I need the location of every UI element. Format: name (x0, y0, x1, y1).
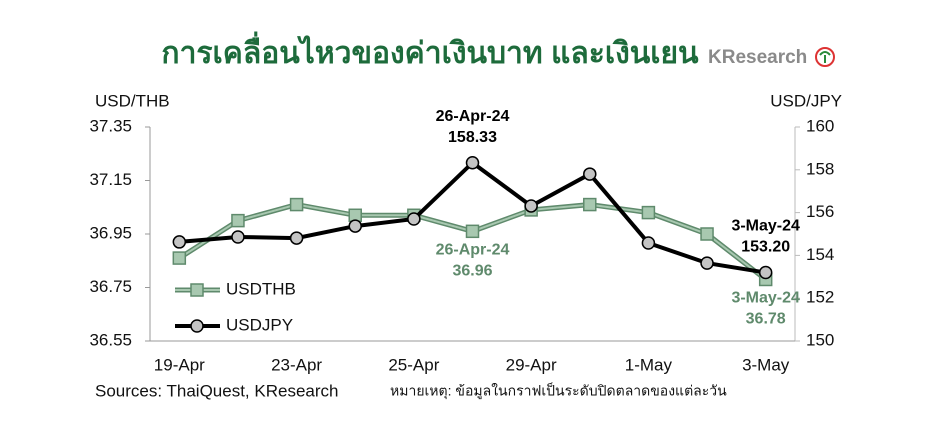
y-tick-label: 36.55 (89, 330, 132, 349)
data-point (172, 235, 187, 249)
data-label: 36.78 (746, 311, 786, 328)
logo-icon (815, 47, 835, 67)
x-tick-label: 19-Apr (154, 355, 205, 374)
chart-title: การเคลื่อนไหวของค่าเงินบาท และเงินเยน (161, 31, 699, 70)
y2-tick-label: 156 (806, 202, 834, 221)
data-point (348, 219, 362, 233)
y2-axis-label: USD/JPY (770, 91, 842, 110)
y2-tick-label: 150 (806, 330, 834, 349)
note: หมายเหตุ: ข้อมูลในกราฟเป็นระดับปิดตลาดขอ… (390, 382, 727, 400)
annotation-date: 26-Apr-24 (436, 242, 510, 259)
source: Sources: ThaiQuest, KResearch (95, 381, 338, 400)
legend-marker (190, 319, 204, 333)
data-point (231, 213, 245, 228)
y-tick-label: 37.15 (89, 170, 132, 189)
annotation-date: 26-Apr-24 (436, 108, 510, 125)
data-point (583, 197, 597, 212)
data-point (231, 230, 245, 244)
data-point (465, 155, 480, 170)
legend-marker (190, 283, 204, 297)
data-point (407, 212, 421, 226)
data-point (583, 167, 597, 181)
data-point (758, 265, 773, 280)
y2-tick-label: 154 (806, 245, 834, 264)
y-axis-label: USD/THB (95, 91, 170, 110)
data-label: 158.33 (448, 129, 497, 146)
y2-tick-label: 158 (806, 159, 834, 178)
data-point (524, 199, 538, 213)
x-tick-label: 3-May (742, 355, 790, 374)
x-tick-label: 25-Apr (388, 355, 439, 374)
annotation-date: 3-May-24 (731, 290, 800, 307)
logo: KResearch (708, 47, 807, 68)
data-point (700, 256, 714, 270)
y-tick-label: 36.75 (89, 277, 132, 296)
data-point (289, 231, 304, 245)
data-point (289, 197, 304, 212)
data-label: 36.96 (452, 263, 492, 280)
x-tick-label: 23-Apr (271, 355, 322, 374)
data-point (172, 251, 187, 265)
y-tick-label: 36.95 (89, 223, 132, 242)
data-point (700, 227, 714, 241)
y2-tick-label: 160 (806, 116, 834, 135)
x-tick-label: 29-Apr (506, 355, 557, 374)
legend-label: USDJPY (226, 315, 293, 334)
data-point (465, 224, 480, 239)
annotation-date: 3-May-24 (731, 218, 800, 235)
y2-tick-label: 152 (806, 288, 834, 307)
data-label: 153.20 (741, 239, 790, 256)
data-point (641, 236, 656, 250)
x-tick-label: 1-May (625, 355, 673, 374)
y-tick-label: 37.35 (89, 116, 132, 135)
data-point (641, 205, 656, 220)
logo-icon (819, 51, 831, 63)
legend-label: USDTHB (226, 279, 296, 298)
